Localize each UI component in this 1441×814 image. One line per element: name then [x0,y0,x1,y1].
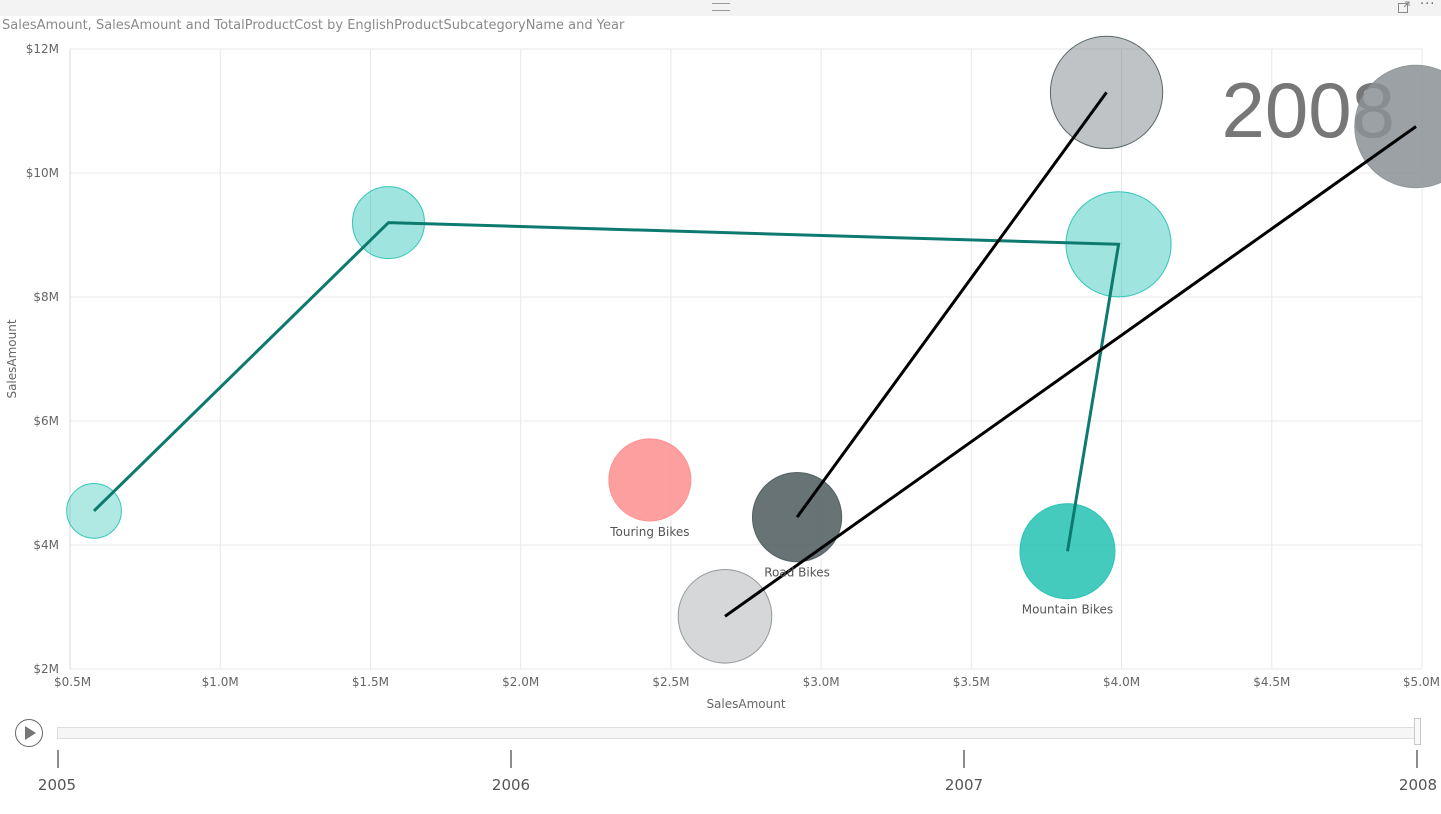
bubble-road-bikes-0 [1049,35,1164,150]
bubble-unnamed-0 [677,569,773,664]
x-tick-label: $4.5M [1253,675,1290,689]
x-tick-label: $3.5M [953,675,990,689]
trails [92,91,1417,618]
bubble-touring-bikes-0 [608,438,692,522]
y-axis-title: SalesAmount [5,319,19,398]
x-axis-title: SalesAmount [706,697,785,711]
bubble-labels: Mountain Bikes Road Bikes Touring Bikes [609,525,1113,617]
focus-mode-icon[interactable] [1398,1,1410,13]
y-tick-label: $2M [33,662,59,676]
axes: $0.5M $1.0M $1.5M $2.0M $2.5M $3.0M $3.5M $4.0M… [26,42,1440,689]
year-label-2006[interactable]: 2006 [491,776,531,794]
year-tick-2005 [57,750,59,768]
trail-unnamed [724,125,1417,618]
trail-road-bikes [795,91,1108,518]
year-label-2007[interactable]: 2007 [944,776,984,794]
play-button[interactable] [15,719,43,747]
bubble-road-bikes-1 [751,471,843,563]
visual-header: ··· [0,0,1441,16]
y-tick-label: $6M [33,414,59,428]
bubble-label-road-bikes: Road Bikes [764,566,830,580]
y-tick-label: $12M [26,42,59,56]
year-tick-2008 [1416,750,1418,768]
x-tick-label: $2.5M [652,675,689,689]
x-tick-label: $4.0M [1103,675,1140,689]
year-tick-2006 [510,750,512,768]
y-tick-label: $4M [33,538,59,552]
bubble-label-mountain-bikes: Mountain Bikes [1022,603,1113,617]
y-tick-label: $10M [26,166,59,180]
drag-grip-icon[interactable] [712,3,730,11]
play-axis-slider[interactable] [57,727,1420,739]
bubble-unnamed-1 [1354,64,1441,189]
year-label-2005[interactable]: 2005 [37,776,77,794]
x-tick-label: $0.5M [54,675,91,689]
bubble-label-touring-bikes: Touring Bikes [609,525,689,539]
chart-title: SalesAmount, SalesAmount and TotalProduc… [2,18,625,33]
x-tick-label: $1.0M [202,675,239,689]
x-tick-label: $3.0M [803,675,840,689]
gridlines [69,48,1423,670]
bubble-mountain-bikes-3 [1019,503,1116,600]
scatter-chart: $0.5M $1.0M $1.5M $2.0M $2.5M $3.0M $3.5M $4.0M… [5,35,1441,711]
x-tick-label: $1.5M [352,675,389,689]
more-options-icon[interactable]: ··· [1420,0,1436,12]
y-tick-label: $8M [33,290,59,304]
year-label-2008[interactable]: 2008 [1398,776,1438,794]
play-axis-handle[interactable] [1414,718,1421,745]
trail-mountain-bikes [92,221,1121,552]
x-tick-label: $2.0M [502,675,539,689]
x-tick-label: $5.0M [1403,675,1440,689]
year-tick-2007 [963,750,965,768]
